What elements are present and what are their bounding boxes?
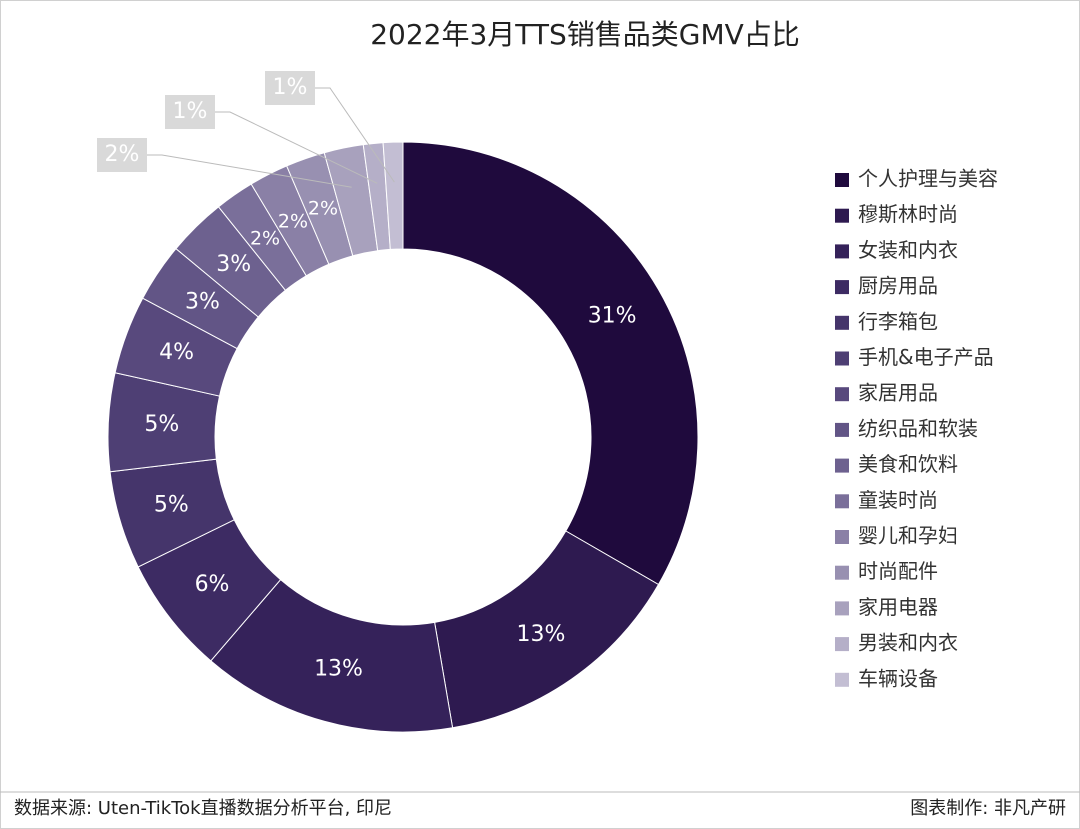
value-label: 5% — [144, 412, 179, 437]
legend-swatch — [835, 672, 849, 687]
leader-line — [147, 154, 352, 188]
legend-swatch — [835, 173, 849, 187]
legend-label: 家居用品 — [858, 381, 938, 405]
legend-swatch — [835, 280, 849, 295]
value-label: 2% — [278, 211, 308, 233]
legend-swatch — [835, 422, 849, 437]
leader-line — [315, 87, 395, 183]
legend-swatch — [835, 315, 849, 330]
legend-label: 美食和饮料 — [858, 452, 958, 476]
value-label: 3% — [185, 289, 220, 314]
legend-label: 行李箱包 — [858, 309, 938, 333]
legend-label: 时尚配件 — [858, 559, 938, 583]
legend-swatch — [835, 601, 849, 616]
legend-swatch — [835, 637, 849, 652]
label-box — [97, 138, 147, 172]
legend-swatch — [835, 244, 849, 259]
value-label: 13% — [314, 657, 363, 682]
label-box — [165, 95, 215, 129]
credit: 图表制作: 非凡产研 — [910, 798, 1066, 819]
label-box — [265, 71, 315, 105]
legend-label: 女装和内衣 — [858, 238, 958, 262]
legend-label: 婴儿和孕妇 — [858, 524, 958, 548]
legend-label: 穆斯林时尚 — [858, 202, 958, 226]
chart-title: 2022年3月TTS销售品类GMV占比 — [370, 18, 800, 51]
value-label: 31% — [588, 303, 637, 328]
legend-label: 男装和内衣 — [858, 631, 958, 655]
legend-label: 童装时尚 — [858, 488, 938, 512]
donut-slice — [382, 141, 404, 250]
legend-swatch — [835, 351, 849, 366]
legend-swatch — [835, 208, 849, 223]
value-label: 4% — [159, 340, 194, 365]
value-label: 1% — [273, 75, 308, 100]
value-label: 5% — [154, 492, 189, 517]
legend-label: 手机&电子产品 — [858, 345, 994, 369]
donut-slice — [402, 141, 699, 586]
value-label: 1% — [173, 99, 208, 124]
legend-swatch — [835, 494, 849, 509]
value-label: 2% — [105, 142, 140, 167]
legend-swatch — [835, 565, 849, 580]
legend-swatch — [835, 530, 849, 544]
value-label: 3% — [216, 252, 251, 277]
legend-label: 纺织品和软装 — [858, 416, 978, 440]
legend-swatch — [835, 458, 849, 473]
source: 数据来源: Uten-TikTok直播数据分析平台, 印尼 — [14, 798, 392, 819]
value-label: 6% — [195, 572, 230, 597]
legend-label: 家用电器 — [858, 595, 938, 619]
value-label: 13% — [517, 622, 566, 647]
legend-label: 厨房用品 — [858, 274, 938, 298]
value-label: 2% — [250, 227, 280, 249]
legend-label: 车辆设备 — [858, 666, 938, 690]
legend-label: 个人护理与美容 — [858, 167, 998, 191]
legend-swatch — [835, 387, 849, 402]
value-label: 2% — [308, 198, 338, 220]
leader-line — [215, 111, 378, 184]
